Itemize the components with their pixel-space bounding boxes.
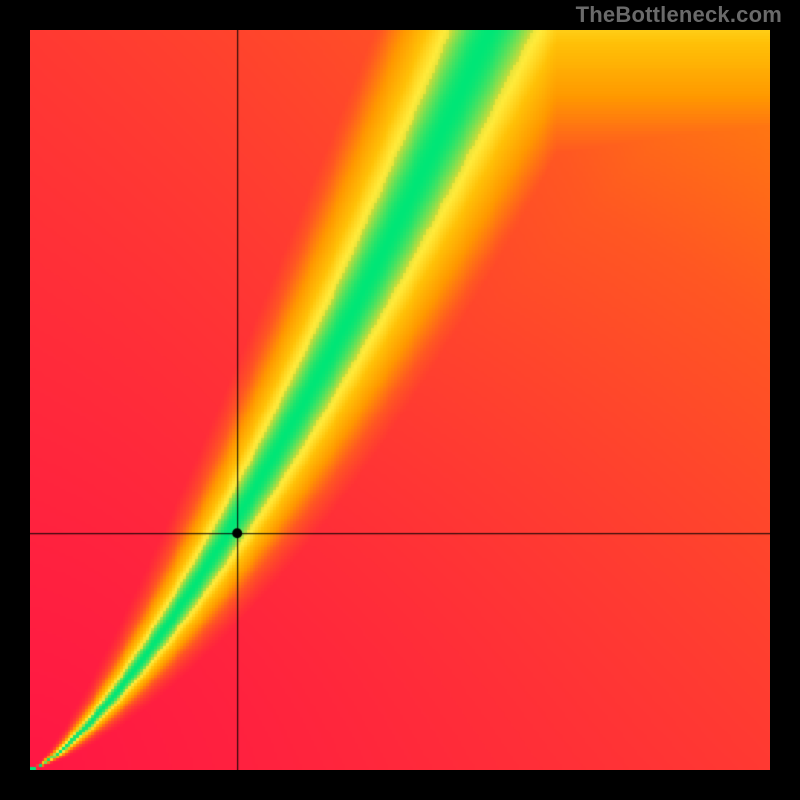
bottleneck-heatmap — [30, 30, 770, 770]
watermark-text: TheBottleneck.com — [576, 2, 782, 28]
chart-container: TheBottleneck.com — [0, 0, 800, 800]
